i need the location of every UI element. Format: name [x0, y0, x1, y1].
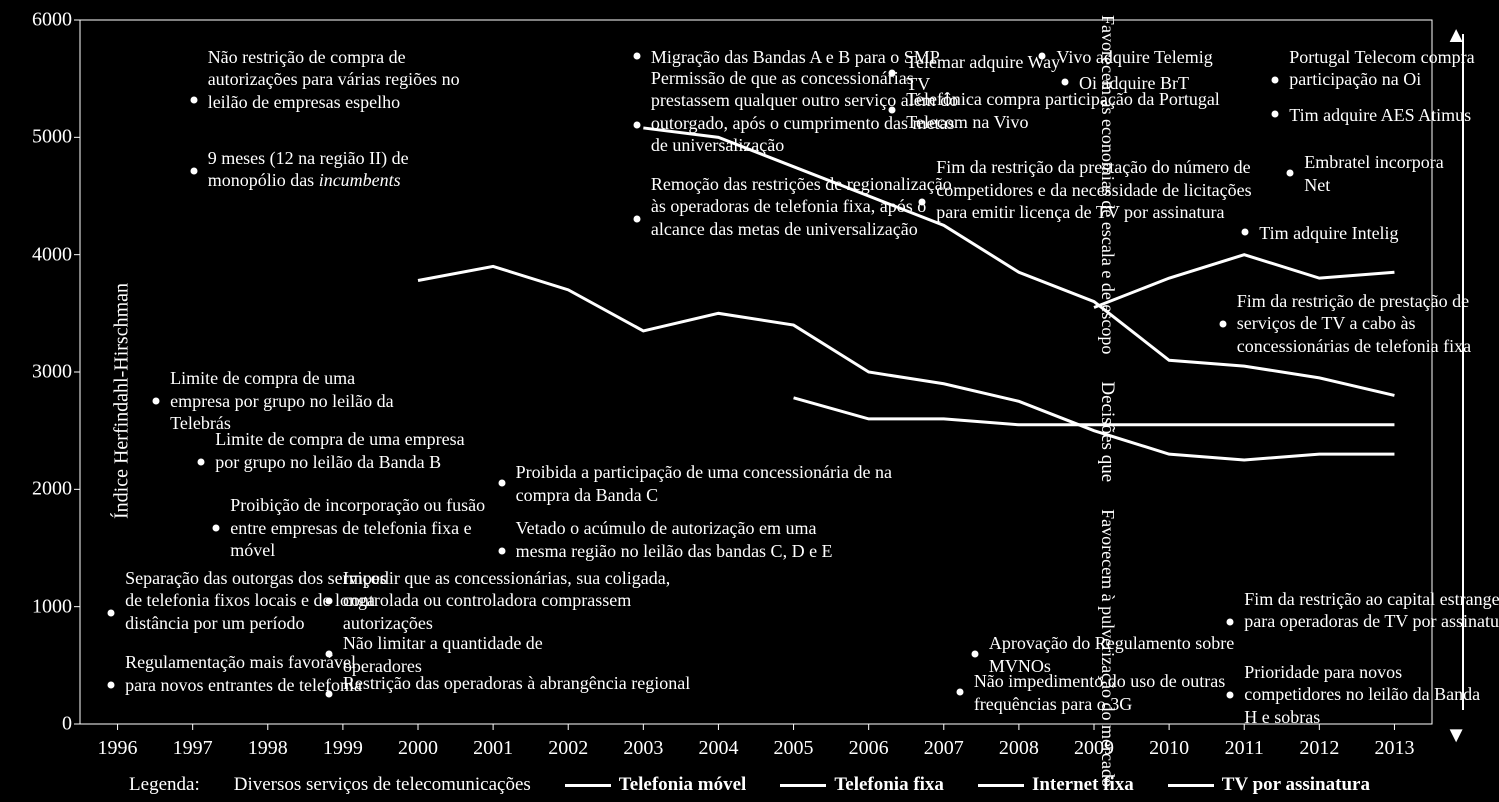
x-tick: 2005 [774, 737, 814, 760]
annotation: Não restrição de compra de autorizações … [208, 46, 468, 114]
bullet-icon [325, 651, 332, 658]
bullet-icon [633, 52, 640, 59]
y-tick: 2000 [12, 478, 72, 501]
y-tick: 4000 [12, 243, 72, 266]
bullet-icon [498, 480, 505, 487]
x-tick: 2001 [473, 737, 513, 760]
y-tick: 5000 [12, 126, 72, 149]
x-tick: 2009 [1074, 737, 1114, 760]
bullet-icon [1219, 320, 1226, 327]
annotation: Remoção das restrições de regionalização… [651, 173, 971, 241]
annotation: Não impedimento do uso de outras frequên… [974, 670, 1254, 715]
x-tick: 1999 [323, 737, 363, 760]
annotation: Tim adquire Intelig [1259, 222, 1459, 245]
x-tick: 2003 [623, 737, 663, 760]
legend-item-movel: Telefonia móvel [565, 774, 747, 796]
x-tick: 1997 [173, 737, 213, 760]
bullet-icon [198, 459, 205, 466]
y-tick: 6000 [12, 9, 72, 32]
x-tick: 2011 [1225, 737, 1264, 760]
bullet-icon [889, 69, 896, 76]
bullet-icon [325, 597, 332, 604]
line-swatch-icon [1168, 784, 1214, 787]
annotation: Portugal Telecom compra participação na … [1289, 46, 1489, 91]
bullet-icon [633, 121, 640, 128]
annotation: Restrição das operadoras à abrangência r… [343, 672, 703, 695]
y-tick: 3000 [12, 361, 72, 384]
x-tick: 2008 [999, 737, 1039, 760]
annotation: Fim da restrição ao capital estrangeiro … [1244, 588, 1499, 633]
bullet-icon [213, 525, 220, 532]
y-tick: 0 [12, 713, 72, 736]
annotation: Impedir que as concessionárias, sua coli… [343, 567, 673, 635]
annotation: Telefônica compra participação da Portug… [906, 88, 1236, 133]
annotation: Limite de compra de uma empresa por grup… [215, 428, 475, 473]
annotation: Prioridade para novos competidores no le… [1244, 661, 1494, 729]
annotation: Limite de compra de uma empresa por grup… [170, 367, 400, 435]
legend-prefix: Legenda: [129, 774, 200, 796]
legend-item-fixa: Telefonia fixa [780, 774, 944, 796]
bullet-icon [1227, 618, 1234, 625]
bullet-icon [108, 682, 115, 689]
bullet-icon [1272, 111, 1279, 118]
legend-item-tv: TV por assinatura [1168, 774, 1370, 796]
bullet-icon [190, 96, 197, 103]
bullet-icon [1287, 170, 1294, 177]
bullet-icon [1227, 691, 1234, 698]
bullet-icon [889, 107, 896, 114]
y-tick: 1000 [12, 595, 72, 618]
x-tick: 1996 [98, 737, 138, 760]
bullet-icon [971, 651, 978, 658]
bullet-icon [1272, 76, 1279, 83]
legend-item-diversos: Diversos serviços de telecomunicações [234, 774, 531, 796]
annotation: Fim da restrição de prestação de serviço… [1237, 290, 1499, 358]
legend: Legenda: Diversos serviços de telecomuni… [0, 774, 1499, 796]
line-swatch-icon [978, 784, 1024, 787]
x-tick: 2012 [1299, 737, 1339, 760]
bullet-icon [325, 691, 332, 698]
annotation: Tim adquire AES Atimus [1289, 104, 1499, 127]
bullet-icon [153, 398, 160, 405]
annotation: Proibida a participação de uma concessio… [516, 461, 916, 506]
bullet-icon [919, 199, 926, 206]
x-tick: 2000 [398, 737, 438, 760]
bullet-icon [1061, 78, 1068, 85]
annotation: Vivo adquire Telemig [1056, 46, 1256, 69]
annotation: Embratel incorpora Net [1304, 151, 1454, 196]
x-tick: 2013 [1374, 737, 1414, 760]
line-swatch-icon [780, 784, 826, 787]
bullet-icon [108, 609, 115, 616]
x-tick: 2004 [698, 737, 738, 760]
annotation: Vetado o acúmulo de autorização em uma m… [516, 517, 836, 562]
bullet-icon [633, 215, 640, 222]
x-tick: 2010 [1149, 737, 1189, 760]
line-swatch-icon [565, 784, 611, 787]
bullet-icon [498, 548, 505, 555]
x-tick: 1998 [248, 737, 288, 760]
x-tick: 2002 [548, 737, 588, 760]
bullet-icon [1039, 52, 1046, 59]
legend-item-internet: Internet fixa [978, 774, 1134, 796]
bullet-icon [190, 167, 197, 174]
bullet-icon [1242, 228, 1249, 235]
annotation: Proibição de incorporação ou fusão entre… [230, 494, 490, 562]
annotation: 9 meses (12 na região II) de monopólio d… [208, 147, 468, 192]
annotation: Fim da restrição da prestação do número … [936, 156, 1286, 224]
x-tick: 2006 [849, 737, 889, 760]
bullet-icon [956, 689, 963, 696]
x-tick: 2007 [924, 737, 964, 760]
annotation: Não limitar a quantidade de operadores [343, 632, 623, 677]
